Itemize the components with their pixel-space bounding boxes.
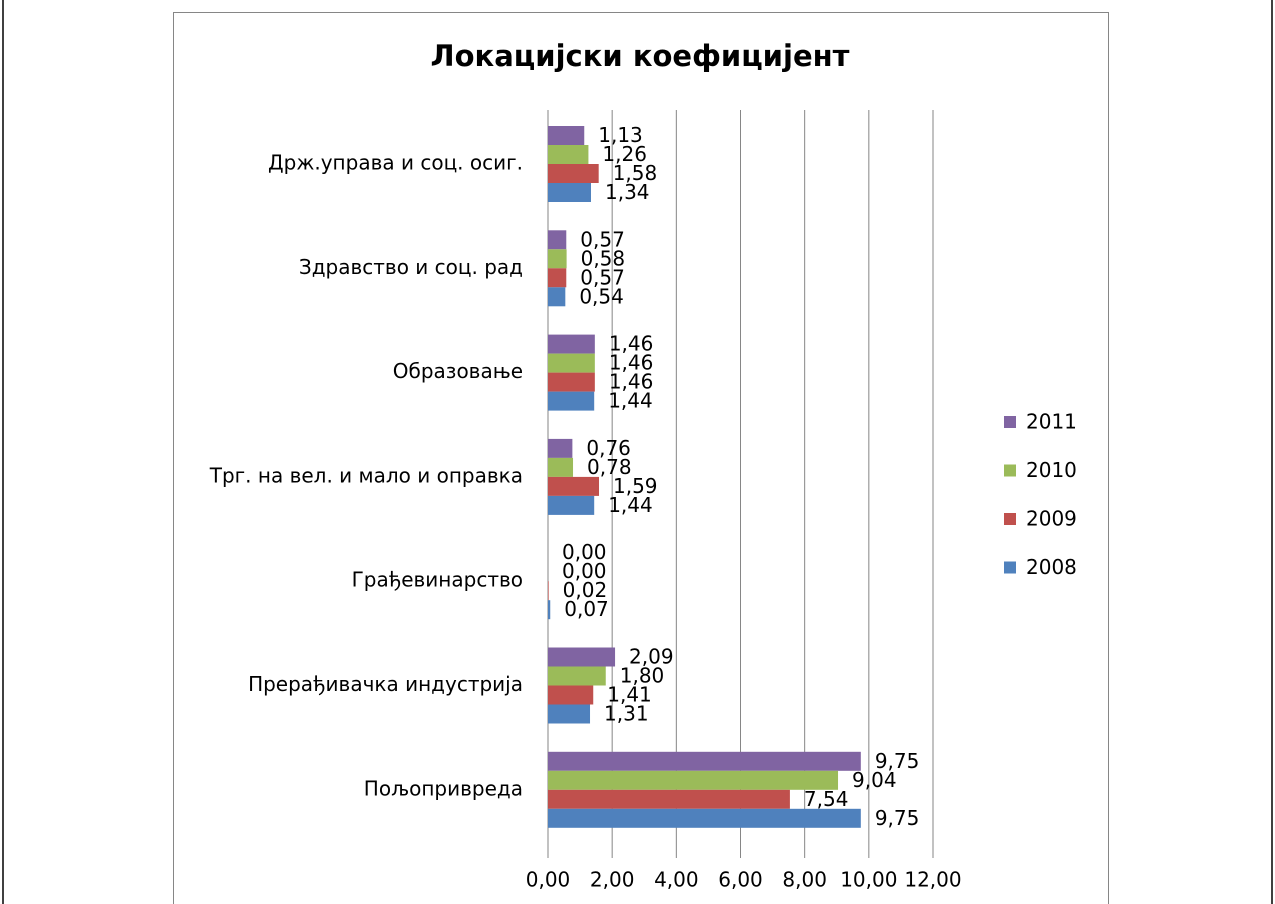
legend-label: 2010: [1026, 458, 1077, 482]
data-label: 0,57: [580, 227, 625, 251]
data-label: 0,54: [579, 284, 624, 308]
data-label: 1,31: [604, 702, 649, 726]
category-label: Пољопривреда: [364, 776, 523, 800]
legend-label: 2011: [1026, 410, 1077, 434]
x-tick-label: 6,00: [718, 868, 763, 892]
bar: [548, 334, 595, 354]
data-label: 0,00: [562, 559, 607, 583]
bar: [548, 751, 861, 771]
bar: [548, 495, 595, 515]
data-label: 1,80: [620, 664, 665, 688]
bar: [548, 145, 589, 164]
bar: [548, 268, 567, 288]
data-label: 1,41: [607, 683, 652, 707]
data-label: 9,04: [852, 768, 897, 792]
x-tick-label: 12,00: [904, 868, 961, 892]
data-label: 1,13: [598, 123, 643, 147]
category-label: Здравство и соц. рад: [299, 255, 523, 279]
bar: [548, 666, 606, 686]
data-label: 1,46: [609, 351, 654, 375]
bar: [548, 457, 574, 477]
legend-label: 2008: [1026, 555, 1077, 579]
category-label: Образовање: [393, 359, 523, 383]
bar: [548, 230, 567, 250]
data-label: 1,58: [613, 161, 658, 185]
x-tick-label: 4,00: [654, 868, 699, 892]
category-label: Прерађивачка индустрија: [248, 672, 523, 696]
x-tick-label: 2,00: [590, 868, 635, 892]
bar: [548, 647, 616, 667]
bar: [548, 789, 790, 809]
bar: [548, 770, 839, 790]
data-label: 1,44: [608, 389, 653, 413]
data-label: 9,75: [875, 749, 920, 773]
data-label: 2,09: [629, 645, 674, 669]
x-tick-label: 0,00: [526, 868, 571, 892]
chart-title: Локацијски коефицијент: [431, 39, 850, 73]
bar: [548, 600, 551, 620]
data-label: 1,26: [602, 142, 647, 166]
data-label: 0,78: [587, 455, 632, 479]
bar: [548, 685, 594, 705]
legend-swatch: [1004, 464, 1016, 477]
data-label: 1,34: [605, 180, 650, 204]
legend-swatch: [1004, 416, 1016, 428]
bar: [548, 476, 600, 496]
data-label: 9,75: [875, 806, 920, 830]
bar: [548, 164, 599, 183]
data-label: 1,46: [609, 370, 654, 394]
bar: [548, 808, 861, 828]
data-label: 0,57: [580, 265, 625, 289]
bar: [548, 438, 573, 458]
legend-swatch: [1004, 513, 1016, 525]
x-tick-label: 8,00: [782, 868, 827, 892]
bar: [548, 391, 595, 411]
bar: [548, 353, 595, 373]
category-label: Грађевинарство: [352, 568, 523, 592]
data-label: 0,07: [564, 597, 609, 621]
data-label: 1,59: [613, 474, 658, 498]
data-label: 1,46: [609, 332, 654, 356]
category-label: Држ.управа и соц. осиг.: [268, 151, 523, 175]
bar: [548, 249, 567, 269]
legend-swatch: [1004, 561, 1016, 574]
x-tick-label: 10,00: [840, 868, 897, 892]
data-label: 0,58: [581, 246, 626, 270]
bar: [548, 372, 595, 392]
data-label: 1,44: [608, 493, 653, 517]
bar: [548, 287, 566, 307]
bar: [548, 126, 585, 145]
category-label: Трг. на вел. и мало и оправка: [209, 463, 523, 487]
data-label: 0,76: [586, 436, 631, 460]
data-label: 0,02: [563, 578, 608, 602]
legend-label: 2009: [1026, 507, 1077, 531]
bar: [548, 581, 549, 601]
bar: [548, 183, 591, 202]
bar: [548, 704, 591, 724]
data-label: 0,00: [562, 540, 607, 564]
data-label: 7,54: [804, 787, 849, 811]
